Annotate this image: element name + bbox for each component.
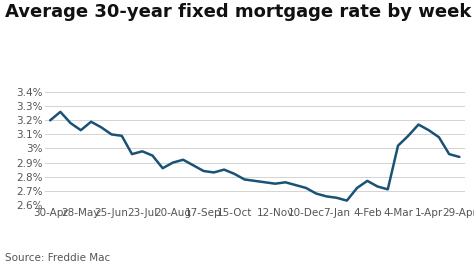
Text: Source: Freddie Mac: Source: Freddie Mac — [5, 253, 110, 263]
Text: Average 30-year fixed mortgage rate by week: Average 30-year fixed mortgage rate by w… — [5, 3, 471, 21]
